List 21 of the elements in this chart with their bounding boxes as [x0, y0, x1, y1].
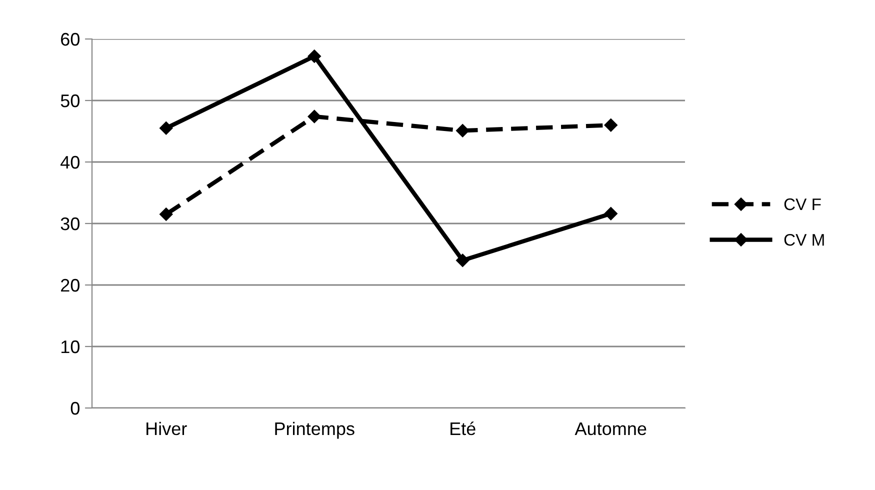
x-tick-label: Printemps [275, 422, 354, 439]
y-tick-label: 30 [60, 217, 80, 230]
legend-label: CV F [784, 198, 821, 210]
y-tick-label: 20 [61, 278, 80, 292]
point [604, 207, 618, 220]
y-tick-label: 10 [61, 340, 80, 354]
legend-label: CV M [784, 234, 824, 246]
point [308, 50, 321, 63]
point [604, 118, 618, 132]
x-tick-label: Hiver [146, 422, 187, 436]
y-tick-label: 50 [60, 94, 80, 108]
point [456, 124, 470, 138]
point [160, 122, 173, 135]
point [456, 254, 470, 267]
x-tick-label: Automne [574, 422, 646, 436]
x-tick-label: Eté [450, 422, 476, 436]
y-tick-label: 40 [60, 156, 80, 169]
point [160, 208, 173, 221]
y-tick-label: 60 [61, 32, 80, 46]
point [308, 110, 321, 124]
y-tick-label: 0 [70, 402, 80, 415]
